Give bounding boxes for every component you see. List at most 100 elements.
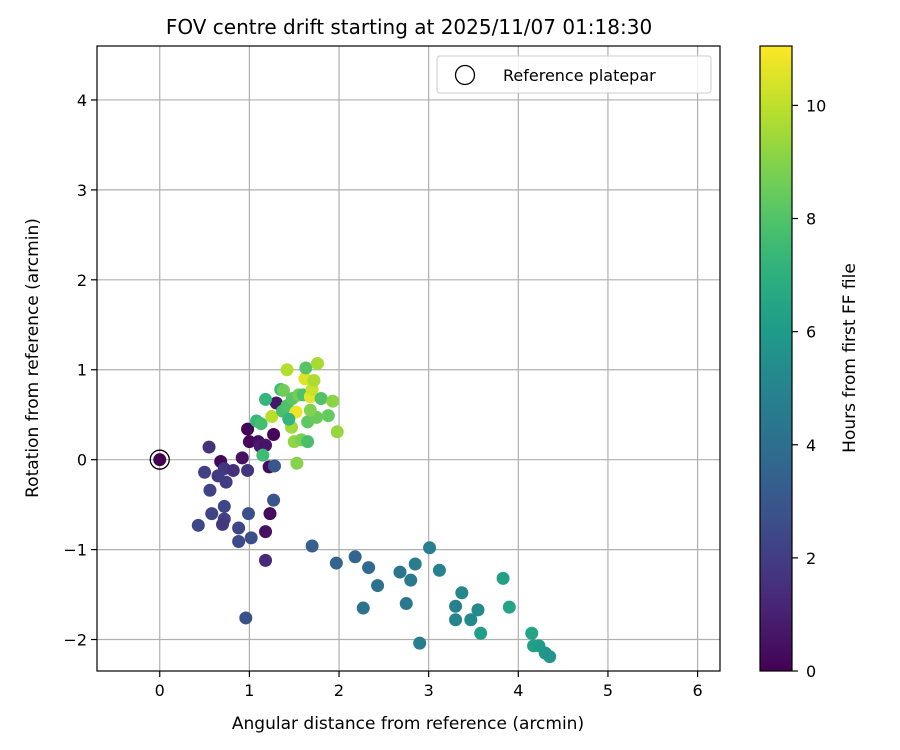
data-point bbox=[202, 440, 216, 454]
data-point bbox=[311, 356, 325, 370]
data-point bbox=[303, 403, 317, 417]
data-point bbox=[330, 425, 344, 439]
colorbar-tick-label: 6 bbox=[806, 323, 816, 342]
legend: Reference platepar bbox=[436, 55, 712, 94]
data-point bbox=[198, 465, 212, 479]
data-point bbox=[404, 573, 418, 587]
colorbar-gradient bbox=[760, 46, 792, 671]
y-tick-label: −2 bbox=[63, 631, 87, 650]
data-point bbox=[371, 579, 385, 593]
data-point bbox=[203, 483, 217, 497]
legend-label: Reference platepar bbox=[503, 66, 656, 85]
x-tick-label: 0 bbox=[155, 681, 165, 700]
data-point bbox=[307, 374, 321, 388]
data-point bbox=[276, 383, 290, 397]
data-point bbox=[256, 448, 270, 462]
data-point bbox=[215, 517, 229, 531]
colorbar-tick-label: 8 bbox=[806, 210, 816, 229]
data-point bbox=[329, 556, 343, 570]
data-point bbox=[543, 650, 557, 664]
plot-frame bbox=[96, 45, 721, 672]
grid bbox=[97, 46, 720, 671]
data-point bbox=[232, 521, 246, 535]
data-point bbox=[326, 394, 340, 408]
data-point bbox=[290, 456, 304, 470]
y-tick-label: 2 bbox=[77, 271, 87, 290]
data-point bbox=[362, 561, 376, 575]
x-axis: 0 1 2 3 4 5 6 bbox=[155, 671, 703, 700]
data-point bbox=[242, 435, 256, 449]
x-tick-label: 4 bbox=[513, 681, 523, 700]
data-point bbox=[432, 563, 446, 577]
y-tick-label: −1 bbox=[63, 541, 87, 560]
data-point bbox=[525, 626, 539, 640]
y-axis-label: Rotation from reference (arcmin) bbox=[23, 218, 43, 498]
y-tick-label: 0 bbox=[77, 451, 87, 470]
chart-title: FOV centre drift starting at 2025/11/07 … bbox=[166, 15, 652, 39]
y-tick-label: 1 bbox=[77, 361, 87, 380]
y-tick-label: 4 bbox=[77, 91, 87, 110]
data-point bbox=[455, 586, 469, 600]
data-point bbox=[471, 603, 485, 617]
data-point bbox=[321, 409, 335, 423]
data-point bbox=[408, 557, 422, 571]
data-points bbox=[149, 356, 557, 664]
data-point bbox=[348, 550, 362, 564]
data-point bbox=[449, 599, 463, 613]
data-point bbox=[259, 525, 273, 539]
data-point bbox=[241, 422, 255, 436]
data-point bbox=[464, 613, 478, 627]
data-point bbox=[219, 475, 233, 489]
data-point bbox=[232, 535, 246, 549]
x-tick-label: 2 bbox=[334, 681, 344, 700]
data-point bbox=[267, 459, 281, 473]
plot-background bbox=[97, 46, 720, 671]
data-point bbox=[241, 463, 255, 477]
data-point bbox=[244, 531, 258, 545]
data-point bbox=[267, 427, 281, 441]
data-point bbox=[301, 435, 315, 449]
data-point bbox=[299, 361, 313, 375]
data-point bbox=[259, 553, 273, 567]
data-point bbox=[265, 410, 279, 424]
data-point bbox=[241, 507, 255, 521]
data-point bbox=[259, 392, 273, 406]
x-tick-label: 6 bbox=[692, 681, 702, 700]
colorbar-tick-label: 4 bbox=[806, 436, 816, 455]
data-point bbox=[502, 600, 516, 614]
x-tick-label: 1 bbox=[244, 681, 254, 700]
data-point bbox=[267, 493, 281, 507]
data-point bbox=[496, 571, 510, 585]
colorbar-label: Hours from first FF file bbox=[840, 263, 860, 453]
data-point bbox=[423, 541, 437, 555]
data-point bbox=[259, 438, 273, 452]
data-point bbox=[474, 626, 488, 640]
data-point bbox=[263, 507, 277, 521]
data-point bbox=[449, 613, 463, 627]
data-point bbox=[226, 463, 240, 477]
data-point bbox=[191, 518, 205, 532]
data-point bbox=[399, 597, 413, 611]
colorbar-tick-label: 0 bbox=[806, 662, 816, 681]
data-point bbox=[280, 363, 294, 377]
data-point bbox=[205, 507, 219, 521]
data-point bbox=[413, 636, 427, 650]
data-point bbox=[254, 417, 268, 431]
plot-area: 0 1 2 3 4 5 6 −2 −1 0 1 2 3 4 bbox=[63, 45, 721, 700]
legend-reference-marker bbox=[454, 64, 476, 86]
x-axis-label: Angular distance from reference (arcmin) bbox=[232, 714, 584, 734]
colorbar-tick-label: 2 bbox=[806, 549, 816, 568]
y-axis: −2 −1 0 1 2 3 4 bbox=[63, 91, 97, 650]
y-tick-label: 3 bbox=[77, 181, 87, 200]
reference-platepar-marker bbox=[149, 449, 170, 470]
data-point bbox=[305, 539, 319, 553]
colorbar-tick-label: 10 bbox=[806, 96, 826, 115]
data-point bbox=[217, 499, 231, 513]
data-point bbox=[314, 392, 328, 406]
colorbar-frame bbox=[759, 45, 793, 672]
x-tick-label: 3 bbox=[424, 681, 434, 700]
colorbar-ticks: 0 2 4 6 8 10 bbox=[792, 96, 826, 681]
colorbar: 0 2 4 6 8 10 Hours from first FF file bbox=[759, 45, 860, 681]
data-point bbox=[393, 565, 407, 579]
